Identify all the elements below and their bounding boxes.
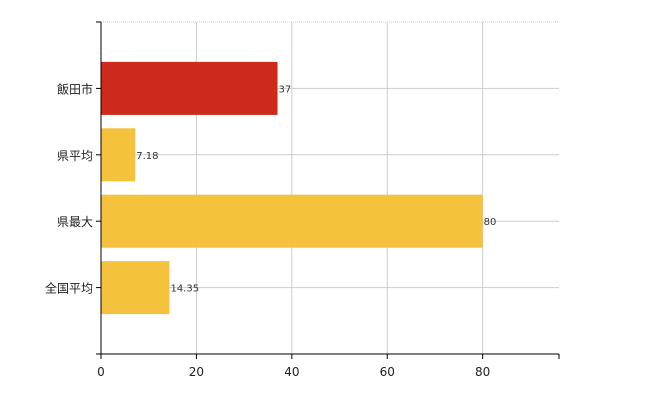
x-tick-label-1: 20 [189,365,204,379]
bar-0 [101,61,278,115]
category-label-3: 全国平均 [45,281,93,296]
labels: 37 飯田市 7.18 県平均 80 県最大 14.35 全国平均 0 20 40 60 80 [45,81,496,379]
bar-2 [101,194,483,248]
value-label-1: 7.18 [136,151,158,162]
value-label-3: 14.35 [170,284,199,295]
axes [96,21,560,359]
x-tick-label-4: 80 [475,365,490,379]
value-label-2: 80 [484,217,497,228]
bars [101,61,483,315]
category-label-2: 県最大 [57,215,93,229]
bar-1 [101,128,136,182]
x-tick-label-0: 0 [97,365,105,379]
category-label-1: 県平均 [57,149,93,163]
x-tick-label-2: 40 [284,365,299,379]
bar-3 [101,261,170,315]
category-label-0: 飯田市 [57,81,93,96]
value-label-0: 37 [279,84,292,95]
x-tick-label-3: 60 [380,365,395,379]
